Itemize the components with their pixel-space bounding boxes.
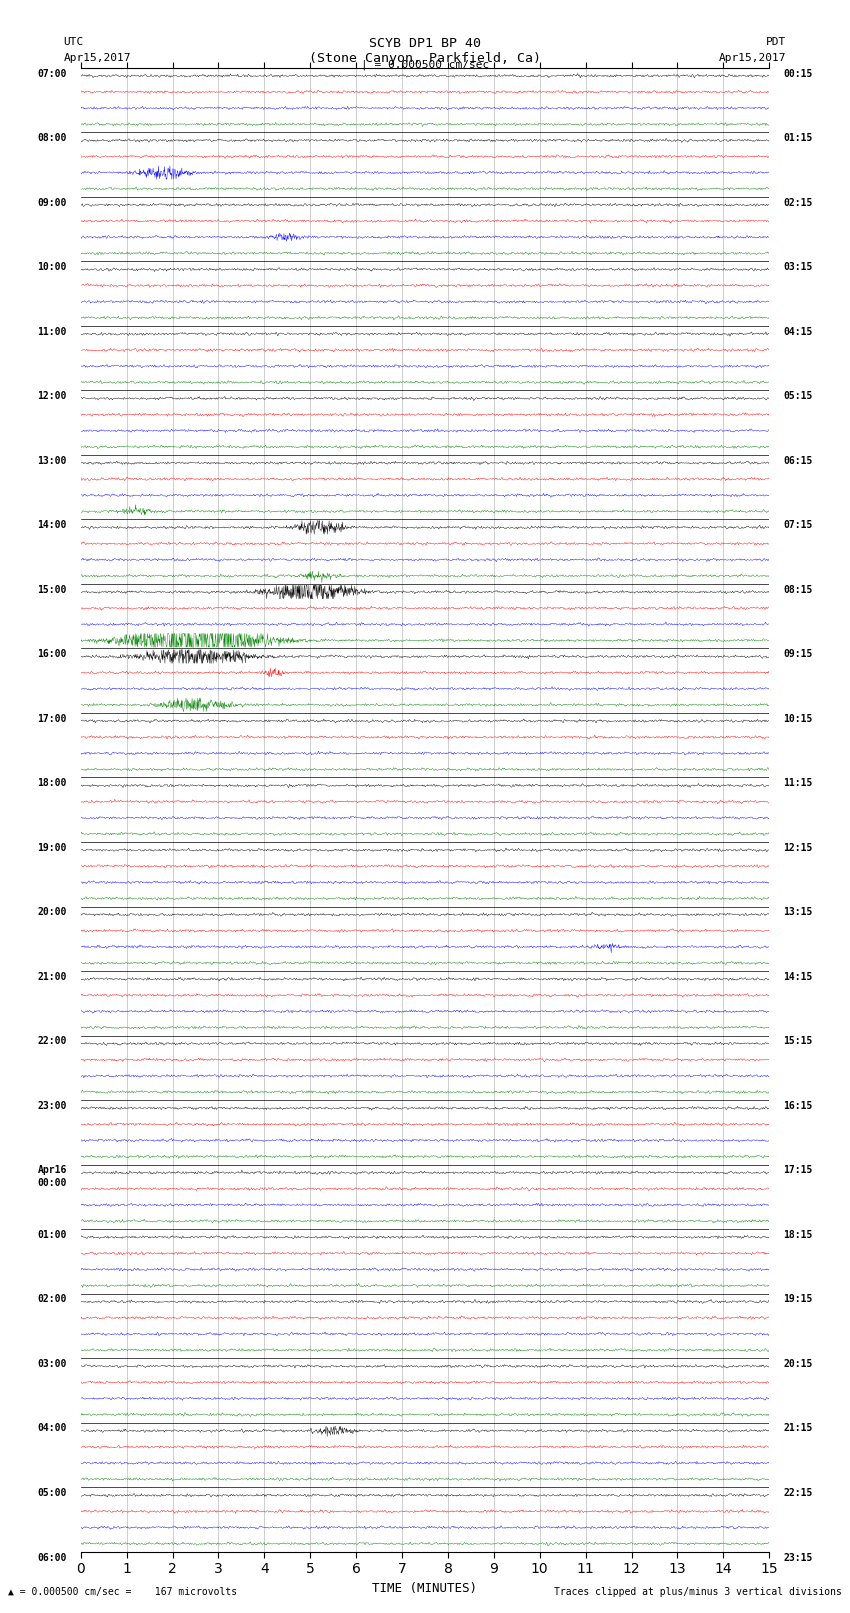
Text: 07:15: 07:15 (783, 519, 813, 531)
Text: 11:15: 11:15 (783, 777, 813, 789)
Text: 22:15: 22:15 (783, 1487, 813, 1498)
Text: 16:15: 16:15 (783, 1100, 813, 1111)
Text: 13:00: 13:00 (37, 455, 67, 466)
Text: 19:00: 19:00 (37, 842, 67, 853)
Text: 06:00: 06:00 (37, 1552, 67, 1563)
Text: 14:00: 14:00 (37, 519, 67, 531)
Text: UTC: UTC (64, 37, 84, 47)
Title: SCYB DP1 BP 40
(Stone Canyon, Parkfield, Ca): SCYB DP1 BP 40 (Stone Canyon, Parkfield,… (309, 37, 541, 65)
Text: PDT: PDT (766, 37, 786, 47)
Text: Apr16: Apr16 (37, 1165, 67, 1176)
Text: 17:00: 17:00 (37, 713, 67, 724)
Text: 04:15: 04:15 (783, 326, 813, 337)
Text: 01:15: 01:15 (783, 134, 813, 144)
Text: 11:00: 11:00 (37, 326, 67, 337)
Text: 21:00: 21:00 (37, 971, 67, 982)
Text: 10:15: 10:15 (783, 713, 813, 724)
X-axis label: TIME (MINUTES): TIME (MINUTES) (372, 1582, 478, 1595)
Text: 06:15: 06:15 (783, 455, 813, 466)
Text: 02:00: 02:00 (37, 1294, 67, 1305)
Text: 08:15: 08:15 (783, 584, 813, 595)
Text: 16:00: 16:00 (37, 648, 67, 660)
Text: | = 0.000500 cm/sec: | = 0.000500 cm/sec (361, 60, 489, 71)
Text: 17:15: 17:15 (783, 1165, 813, 1176)
Text: 15:00: 15:00 (37, 584, 67, 595)
Text: 21:15: 21:15 (783, 1423, 813, 1434)
Text: 20:00: 20:00 (37, 907, 67, 918)
Text: 14:15: 14:15 (783, 971, 813, 982)
Text: 23:00: 23:00 (37, 1100, 67, 1111)
Text: 18:15: 18:15 (783, 1229, 813, 1240)
Text: 12:15: 12:15 (783, 842, 813, 853)
Text: ▲ = 0.000500 cm/sec =    167 microvolts: ▲ = 0.000500 cm/sec = 167 microvolts (8, 1587, 238, 1597)
Text: 09:00: 09:00 (37, 198, 67, 208)
Text: 08:00: 08:00 (37, 134, 67, 144)
Text: 22:00: 22:00 (37, 1037, 67, 1047)
Text: 10:00: 10:00 (37, 261, 67, 273)
Text: 13:15: 13:15 (783, 907, 813, 918)
Text: 00:00: 00:00 (37, 1177, 67, 1189)
Text: 23:15: 23:15 (783, 1552, 813, 1563)
Text: Traces clipped at plus/minus 3 vertical divisions: Traces clipped at plus/minus 3 vertical … (553, 1587, 842, 1597)
Text: 00:15: 00:15 (783, 69, 813, 79)
Text: 04:00: 04:00 (37, 1423, 67, 1434)
Text: 01:00: 01:00 (37, 1229, 67, 1240)
Text: 03:15: 03:15 (783, 261, 813, 273)
Text: 15:15: 15:15 (783, 1037, 813, 1047)
Text: Apr15,2017: Apr15,2017 (64, 53, 131, 63)
Text: 09:15: 09:15 (783, 648, 813, 660)
Text: 05:00: 05:00 (37, 1487, 67, 1498)
Text: 05:15: 05:15 (783, 390, 813, 402)
Text: 07:00: 07:00 (37, 69, 67, 79)
Text: Apr15,2017: Apr15,2017 (719, 53, 786, 63)
Text: 12:00: 12:00 (37, 390, 67, 402)
Text: 20:15: 20:15 (783, 1358, 813, 1369)
Text: 19:15: 19:15 (783, 1294, 813, 1305)
Text: 03:00: 03:00 (37, 1358, 67, 1369)
Text: 02:15: 02:15 (783, 198, 813, 208)
Text: 18:00: 18:00 (37, 777, 67, 789)
